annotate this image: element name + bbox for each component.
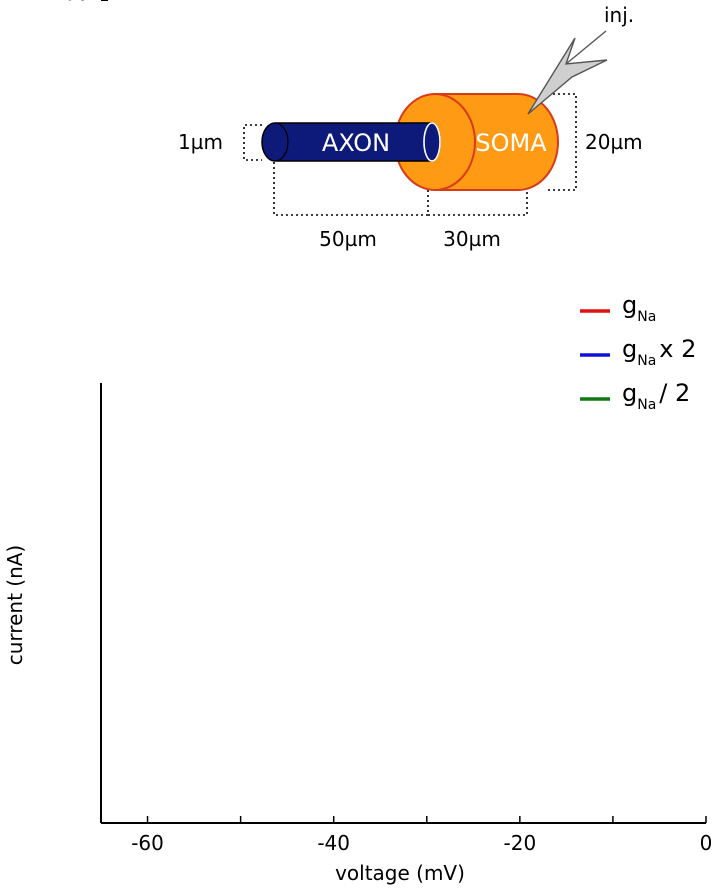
legend: gNa gNa x 2 gNa/ 2 [580, 291, 696, 413]
axon-cylinder [261, 122, 441, 162]
axon-length-label: 50µm [319, 227, 377, 251]
y-axis-ticks: 0-100-200 [44, 0, 108, 5]
legend-label: gNa x 2 [622, 335, 696, 369]
legend-entry-gna: gNa [580, 291, 656, 325]
soma-diameter-label: 20µm [585, 130, 643, 154]
axon-label: AXON [322, 129, 390, 157]
legend-entry-gna-half: gNa/ 2 [580, 379, 690, 413]
axon-diameter-label: 1µm [178, 130, 223, 154]
axon-edge [274, 122, 289, 162]
y-axis-label: current (nA) [3, 545, 27, 665]
y-tick-label: -100 [44, 0, 89, 5]
soma-length-label: 30µm [443, 227, 501, 251]
neuron-diagram: AXON SOMA inj. 1µm 20µm 50µm 30µm [178, 3, 643, 251]
x-tick-label: -20 [504, 831, 537, 855]
electrode-wire [565, 30, 607, 65]
dimension-guides [243, 93, 577, 216]
soma-diameter-guide [545, 93, 577, 191]
x-axis-label: voltage (mV) [335, 861, 465, 885]
chart: 0-100-200 -60-40-200 voltage (mV) curren… [3, 0, 712, 885]
soma-length-guide [428, 192, 528, 216]
x-tick-label: 0 [700, 831, 713, 855]
axon-length-guide [273, 162, 429, 216]
electrode [527, 30, 608, 115]
legend-label: gNa [622, 291, 656, 325]
axon-diameter-guide [243, 124, 262, 161]
legend-label: gNa/ 2 [622, 379, 690, 413]
electrode-body [527, 37, 608, 115]
legend-entry-gna-x2: gNa x 2 [580, 335, 696, 369]
x-axis-ticks: -60 -40 -20 0 [131, 816, 712, 855]
soma-label: SOMA [475, 129, 547, 157]
x-tick-label: -60 [131, 831, 164, 855]
injection-label: inj. [604, 3, 634, 27]
y-tick-label: 0 [76, 0, 89, 5]
x-tick-label: -40 [317, 831, 350, 855]
axon-end-face [423, 122, 441, 162]
y-tick-label: -200 [44, 0, 89, 5]
